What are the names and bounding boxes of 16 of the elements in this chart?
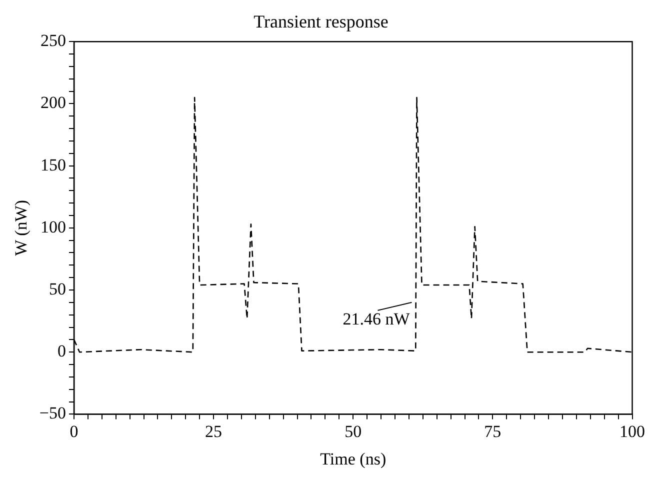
y-tick-label: −50 — [39, 404, 66, 423]
x-tick-label: 100 — [620, 422, 645, 441]
x-tick-label: 75 — [484, 422, 502, 441]
y-tick-label: 100 — [40, 217, 66, 236]
y-tick-label: 200 — [40, 93, 66, 112]
y-tick-label: 0 — [57, 342, 66, 361]
x-tick-label: 50 — [344, 422, 362, 441]
y-tick-label: 150 — [40, 155, 66, 174]
y-tick-label: 250 — [40, 31, 66, 50]
chart-title: Transient response — [254, 12, 388, 32]
x-tick-label: 0 — [70, 422, 78, 441]
y-axis-title: W (nW) — [12, 200, 31, 256]
x-tick-label: 25 — [205, 422, 222, 441]
annotation: 21.46 nW — [342, 309, 411, 328]
y-tick-label: 50 — [48, 279, 66, 298]
x-axis-title: Time (ns) — [320, 449, 386, 468]
